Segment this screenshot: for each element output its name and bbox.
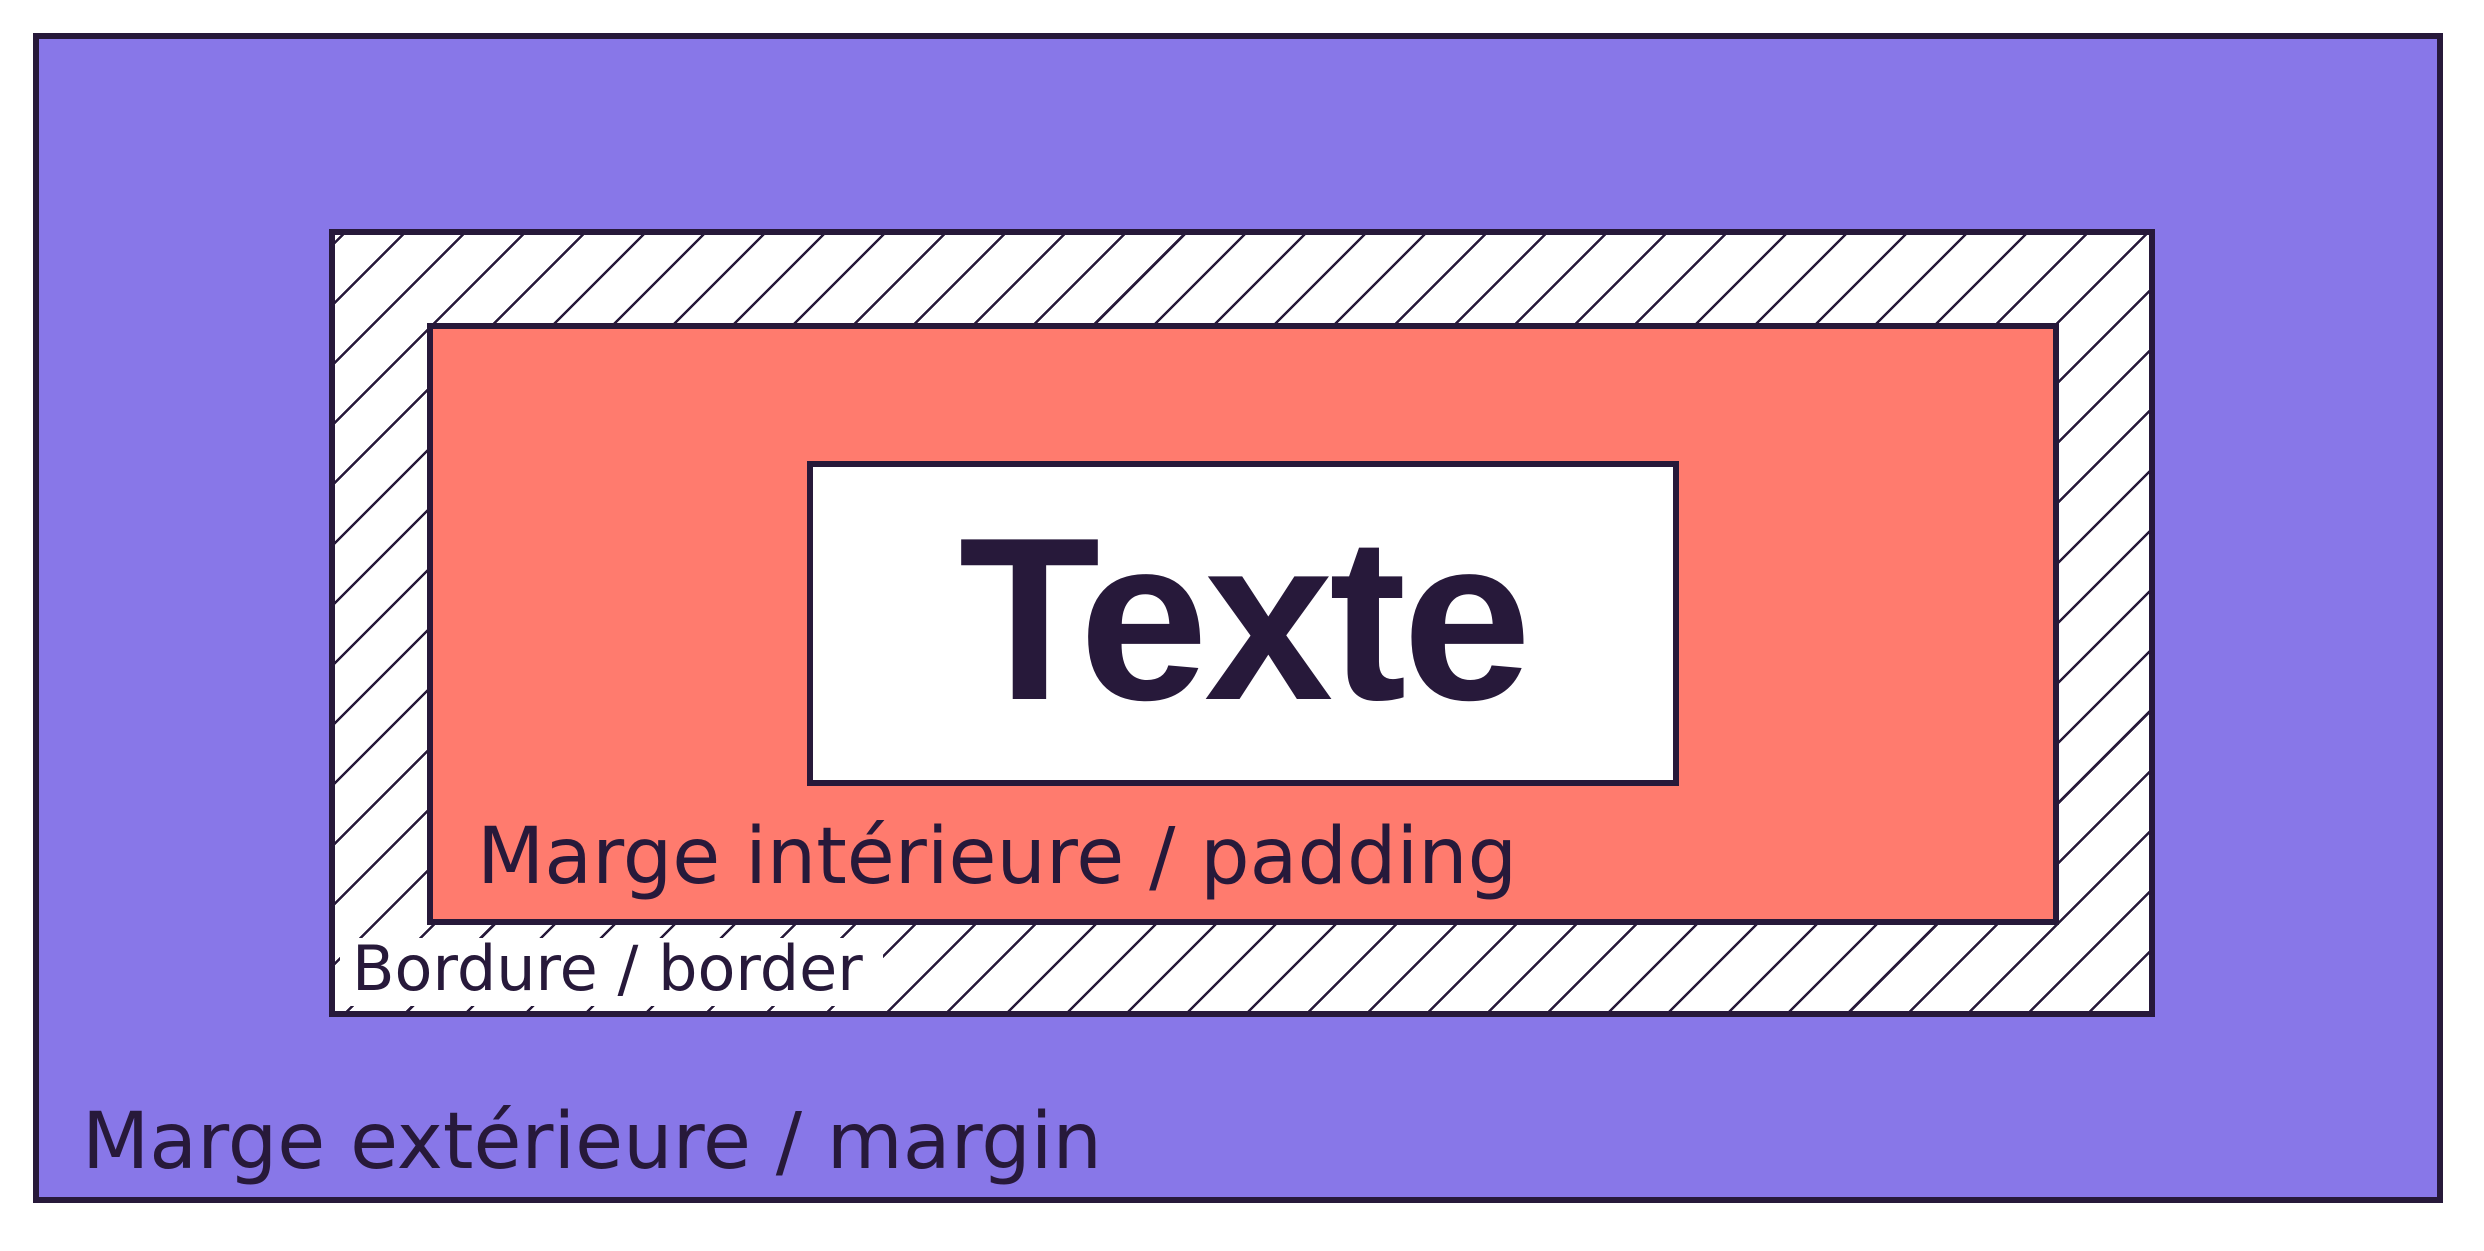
content-text: Texte — [958, 489, 1532, 749]
border-label: Bordure / border — [340, 938, 883, 1006]
content-area: Texte — [807, 461, 1679, 786]
padding-label: Marge intérieure / padding — [477, 812, 1518, 902]
margin-label: Marge extérieure / margin — [82, 1097, 1102, 1187]
